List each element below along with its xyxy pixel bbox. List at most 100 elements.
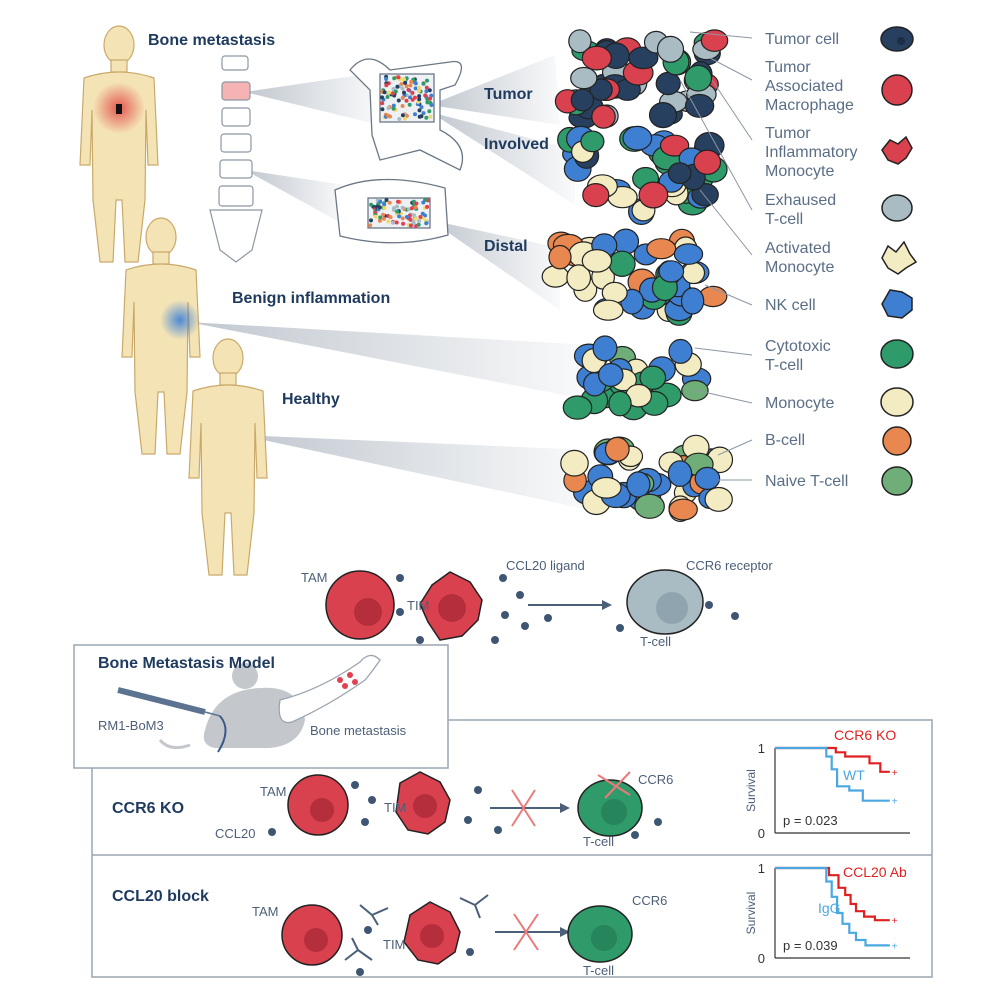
cell bbox=[570, 88, 595, 112]
site-dot bbox=[417, 94, 422, 99]
bone-illustration bbox=[278, 654, 381, 724]
mechanism-row bbox=[325, 569, 739, 644]
tumor-associated-macrophage-icon bbox=[881, 74, 913, 106]
site-dot bbox=[388, 215, 393, 220]
label-site-involved: Involved bbox=[484, 136, 549, 153]
cell bbox=[597, 362, 624, 387]
site-dot bbox=[424, 221, 429, 226]
series-label: IgG bbox=[818, 900, 841, 916]
site-dot bbox=[416, 88, 421, 93]
survival-curve bbox=[775, 866, 890, 922]
cell-cluster-benign bbox=[562, 335, 712, 421]
cell bbox=[608, 250, 636, 277]
site-dot bbox=[424, 115, 429, 120]
site-dot bbox=[377, 218, 382, 223]
site-dot bbox=[394, 220, 399, 225]
site-dot bbox=[404, 84, 409, 89]
site-dot bbox=[392, 208, 396, 212]
spine-illustration bbox=[209, 55, 263, 263]
y-axis-label: Survival bbox=[744, 892, 758, 935]
site-dot bbox=[396, 75, 401, 80]
site-dot bbox=[406, 87, 411, 92]
cell-cluster-distal bbox=[541, 228, 728, 326]
cell bbox=[693, 149, 722, 175]
cell bbox=[681, 379, 709, 402]
cell bbox=[591, 104, 616, 129]
legend-cytotoxic-tcell: Cytotoxic T-cell bbox=[765, 338, 831, 374]
monocyte-icon bbox=[880, 387, 914, 417]
label-benign-inflammation: Benign inflammation bbox=[232, 290, 391, 307]
survival-chart-ccl20-block: 1 0 Survival p = 0.039 + + CCL20 Ab IgG bbox=[744, 861, 910, 966]
mech-receptor-label: CCR6 receptor bbox=[686, 558, 773, 573]
ko-ccl20-label: CCL20 bbox=[215, 826, 256, 841]
cell bbox=[655, 71, 681, 96]
site-dot bbox=[413, 95, 417, 100]
site-dot bbox=[400, 104, 405, 108]
site-dot bbox=[416, 222, 421, 227]
cell bbox=[622, 125, 653, 151]
site-dot bbox=[378, 215, 383, 220]
site-dot bbox=[413, 216, 418, 221]
site-dot bbox=[391, 103, 396, 108]
site-dot bbox=[428, 100, 433, 105]
cell bbox=[589, 78, 613, 101]
cell-cluster-tumor bbox=[554, 29, 729, 129]
site-dot bbox=[368, 223, 373, 228]
site-dot bbox=[395, 204, 399, 209]
series-label: CCR6 KO bbox=[834, 727, 896, 743]
cell bbox=[581, 248, 613, 273]
cell bbox=[608, 390, 632, 417]
survival-curve bbox=[775, 746, 890, 802]
cell bbox=[639, 365, 667, 390]
experiment-frame bbox=[91, 719, 933, 978]
site-dot bbox=[386, 106, 391, 111]
site-dot bbox=[400, 113, 405, 118]
block-title: CCL20 block bbox=[112, 888, 209, 905]
site-dot bbox=[423, 93, 428, 98]
legend-exhausted-tcell: Exhaused T-cell bbox=[765, 192, 837, 228]
block-tim-label: TIM bbox=[383, 937, 406, 952]
cell bbox=[562, 395, 593, 420]
legend-connectors bbox=[679, 31, 753, 481]
site-dot bbox=[427, 88, 432, 93]
block-tam-label: TAM bbox=[252, 904, 279, 919]
cell bbox=[604, 436, 630, 462]
tumor-inflammatory-monocyte-icon bbox=[881, 135, 913, 165]
site-dot bbox=[400, 95, 405, 100]
ko-ccr6-label: CCR6 bbox=[638, 772, 674, 787]
mech-tcell-label: T-cell bbox=[640, 634, 672, 649]
mech-tam-label: TAM bbox=[301, 570, 328, 585]
ko-tcell-label: T-cell bbox=[583, 834, 615, 849]
cell bbox=[667, 162, 692, 185]
site-dot bbox=[428, 114, 433, 119]
survival-curve bbox=[775, 866, 890, 947]
cell bbox=[634, 493, 665, 519]
cell bbox=[681, 261, 706, 285]
mech-tim-label: TIM bbox=[407, 598, 430, 613]
model-cell-line: RM1-BoM3 bbox=[98, 718, 164, 733]
legend-tam: Tumor Associated Macrophage bbox=[765, 59, 854, 114]
site-dot bbox=[369, 202, 374, 207]
cell bbox=[673, 243, 704, 265]
site-dot bbox=[410, 90, 415, 95]
site-dot bbox=[425, 78, 429, 83]
site-dot bbox=[409, 79, 414, 84]
site-dot bbox=[424, 85, 429, 90]
legend-monocyte: Monocyte bbox=[765, 395, 835, 412]
site-dot bbox=[425, 204, 430, 209]
cell bbox=[548, 244, 572, 270]
bcell-icon bbox=[882, 426, 912, 456]
site-dot bbox=[400, 216, 405, 221]
human-figure-bone-metastasis bbox=[79, 25, 159, 263]
label-site-tumor: Tumor bbox=[484, 86, 533, 103]
activated-monocyte-icon bbox=[881, 240, 918, 275]
site-dot bbox=[395, 84, 400, 89]
block-tcell-label: T-cell bbox=[583, 963, 615, 978]
site-dot bbox=[421, 111, 426, 116]
cell bbox=[648, 101, 678, 129]
cell bbox=[560, 449, 589, 477]
site-dot bbox=[412, 213, 416, 218]
site-dot bbox=[392, 76, 397, 81]
site-dot bbox=[384, 83, 389, 88]
